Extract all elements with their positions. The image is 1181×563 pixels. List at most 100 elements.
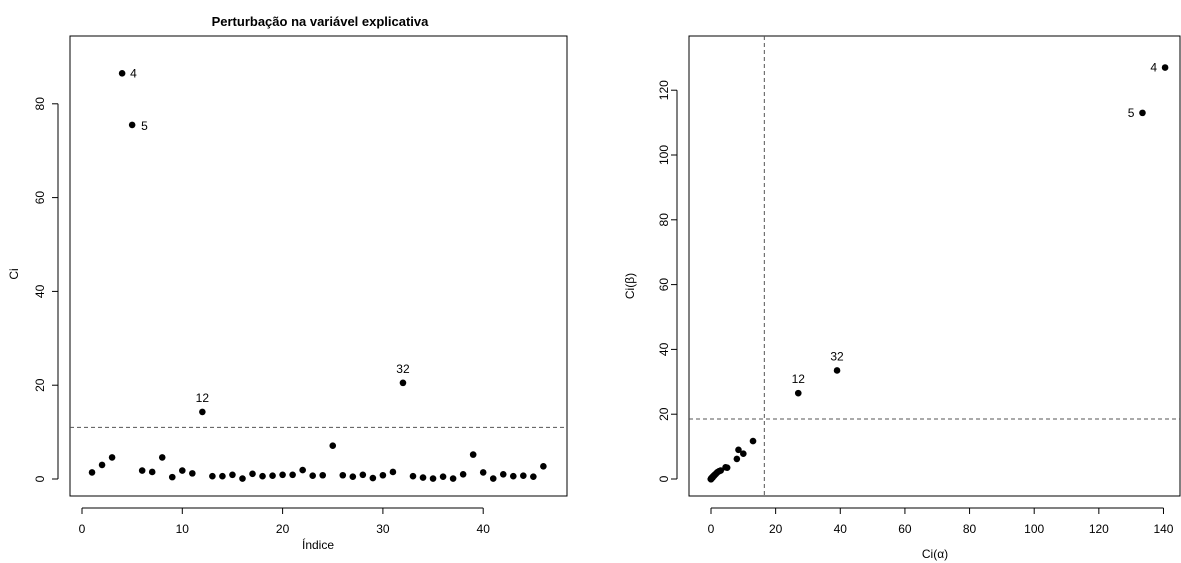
right-chart: 0 20 40 60 80 100 120 140 0 20 40 60 80 100 120 4 5 12 32… <box>623 36 1180 561</box>
left-x-tick-label: 30 <box>376 522 390 536</box>
right-data-point <box>1162 64 1169 71</box>
left-x-tick-label: 40 <box>477 522 491 536</box>
left-data-point <box>89 469 96 476</box>
left-data-point <box>239 475 246 482</box>
right-point-label: 12 <box>792 372 806 386</box>
left-data-point <box>380 472 387 479</box>
right-y-tick-label: 0 <box>657 475 671 482</box>
right-x-tick-label: 100 <box>1024 522 1044 536</box>
left-data-point <box>289 471 296 478</box>
right-point-label: 32 <box>830 349 844 363</box>
right-x-tick-label: 120 <box>1089 522 1109 536</box>
right-point-label: 5 <box>1128 106 1135 120</box>
left-data-point <box>169 474 176 481</box>
right-x-tick-label: 40 <box>834 522 848 536</box>
left-data-point <box>329 442 336 449</box>
right-data-point <box>750 438 757 445</box>
left-data-point <box>360 471 367 478</box>
left-x-tick-label: 0 <box>79 522 86 536</box>
right-x-tick-label: 20 <box>769 522 783 536</box>
right-y-tick-label: 20 <box>657 407 671 421</box>
left-data-point <box>99 462 106 469</box>
left-data-point <box>530 473 537 480</box>
left-data-point <box>430 475 437 482</box>
left-y-tick-label: 0 <box>33 475 47 482</box>
left-point-label: 12 <box>196 391 210 405</box>
right-y-tick-label: 100 <box>657 145 671 165</box>
left-data-point <box>229 471 236 478</box>
left-data-point <box>199 409 206 416</box>
left-data-point <box>309 472 316 479</box>
left-points <box>89 70 547 482</box>
left-data-point <box>339 472 346 479</box>
right-y-axis-label: Ci(β) <box>623 273 637 299</box>
left-x-tick-label: 10 <box>176 522 190 536</box>
left-y-tick-label: 20 <box>33 378 47 392</box>
right-x-tick-label: 60 <box>898 522 912 536</box>
left-data-point <box>420 474 427 481</box>
right-data-point <box>1139 110 1146 117</box>
left-data-point <box>149 469 156 476</box>
left-point-labels: 4 5 12 32 <box>130 66 410 405</box>
left-data-point <box>350 473 357 480</box>
right-data-point <box>795 390 802 397</box>
right-axes: 0 20 40 60 80 100 120 140 0 20 40 60 80 100 120 <box>657 80 1174 536</box>
right-x-tick-label: 80 <box>963 522 977 536</box>
left-data-point <box>279 471 286 478</box>
left-data-point <box>460 471 467 478</box>
left-data-point <box>319 472 326 479</box>
left-x-tick-label: 20 <box>276 522 290 536</box>
left-data-point <box>520 472 527 479</box>
left-data-point <box>109 454 116 461</box>
left-data-point <box>410 473 417 480</box>
left-data-point <box>490 475 497 482</box>
left-data-point <box>209 473 216 480</box>
right-data-point <box>834 367 841 374</box>
right-data-point <box>734 456 741 463</box>
left-data-point <box>370 475 377 482</box>
right-x-tick-label: 0 <box>708 522 715 536</box>
left-chart: Perturbação na variável explicativa 0 10 2… <box>7 14 567 552</box>
right-y-tick-label: 120 <box>657 80 671 100</box>
left-chart-title: Perturbação na variável explicativa <box>212 14 430 29</box>
left-data-point <box>159 454 166 461</box>
left-data-point <box>500 471 507 478</box>
left-point-label: 32 <box>396 362 410 376</box>
left-data-point <box>390 469 397 476</box>
right-y-tick-label: 40 <box>657 342 671 356</box>
right-x-tick-label: 140 <box>1153 522 1173 536</box>
left-data-point <box>269 472 276 479</box>
right-point-label: 4 <box>1150 61 1157 75</box>
left-data-point <box>440 473 447 480</box>
left-data-point <box>510 473 517 480</box>
left-data-point <box>400 380 407 387</box>
left-data-point <box>219 473 226 480</box>
left-y-tick-label: 40 <box>33 284 47 298</box>
left-axes: 0 10 20 30 40 0 20 40 60 80 <box>33 97 490 536</box>
right-x-axis-label: Ci(α) <box>922 547 948 561</box>
right-point-labels: 4 5 12 32 <box>792 61 1158 387</box>
left-data-point <box>119 70 126 77</box>
left-x-axis-label: Índice <box>302 537 334 552</box>
left-data-point <box>540 463 547 470</box>
left-data-point <box>259 473 266 480</box>
left-data-point <box>139 467 146 474</box>
left-y-axis-label: Ci <box>7 268 21 279</box>
left-data-point <box>299 467 306 474</box>
left-data-point <box>189 470 196 477</box>
left-data-point <box>470 451 477 458</box>
left-y-tick-label: 80 <box>33 97 47 111</box>
right-plot-frame <box>689 36 1180 496</box>
left-data-point <box>249 471 256 478</box>
left-data-point <box>129 122 136 129</box>
right-data-point <box>735 447 742 454</box>
left-data-point <box>179 467 186 474</box>
left-point-label: 4 <box>130 66 137 80</box>
right-data-point <box>708 476 715 483</box>
right-y-tick-label: 60 <box>657 278 671 292</box>
right-y-tick-label: 80 <box>657 213 671 227</box>
left-y-tick-label: 60 <box>33 191 47 205</box>
left-point-label: 5 <box>141 119 148 133</box>
left-data-point <box>450 475 457 482</box>
